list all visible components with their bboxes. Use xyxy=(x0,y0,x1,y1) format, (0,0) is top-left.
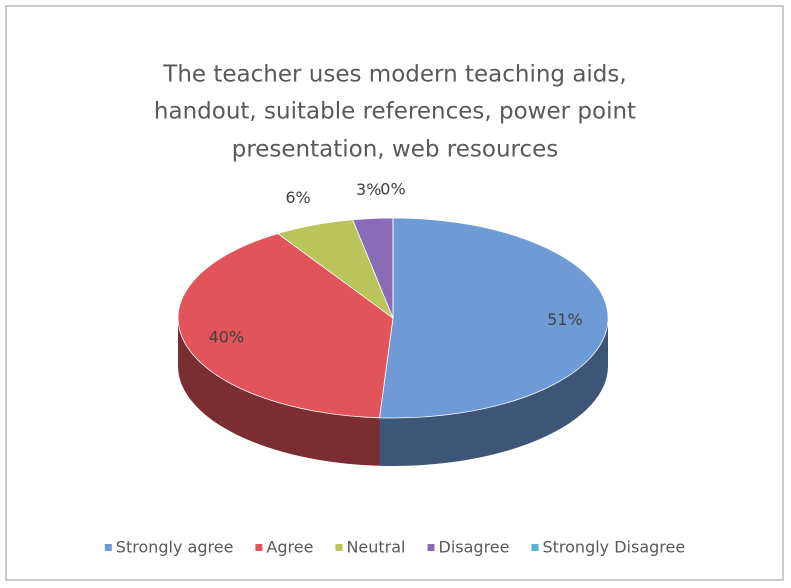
legend-label: Strongly Disagree xyxy=(542,538,685,557)
pie-slice xyxy=(379,217,609,419)
pie-side xyxy=(379,318,608,466)
data-label: 3% xyxy=(356,180,381,199)
data-label: 51% xyxy=(547,310,583,329)
legend-label: Agree xyxy=(266,538,313,557)
legend-label: Disagree xyxy=(439,538,510,557)
legend-label: Strongly agree xyxy=(116,538,234,557)
data-label: 40% xyxy=(209,327,245,346)
legend-swatch xyxy=(427,544,435,551)
legend-label: Neutral xyxy=(346,538,405,557)
chart-title: The teacher uses modern teaching aids, xyxy=(162,62,626,88)
legend-swatch xyxy=(255,544,263,551)
data-label: 6% xyxy=(285,188,310,207)
pie-side xyxy=(178,318,380,466)
legend-swatch xyxy=(335,544,343,551)
pie-slice xyxy=(177,233,394,419)
chart-title: handout, suitable references, power poin… xyxy=(154,99,636,125)
chart-title: presentation, web resources xyxy=(232,137,559,163)
legend-swatch xyxy=(531,544,539,551)
data-label: 0% xyxy=(380,180,405,199)
legend-swatch xyxy=(104,544,112,551)
